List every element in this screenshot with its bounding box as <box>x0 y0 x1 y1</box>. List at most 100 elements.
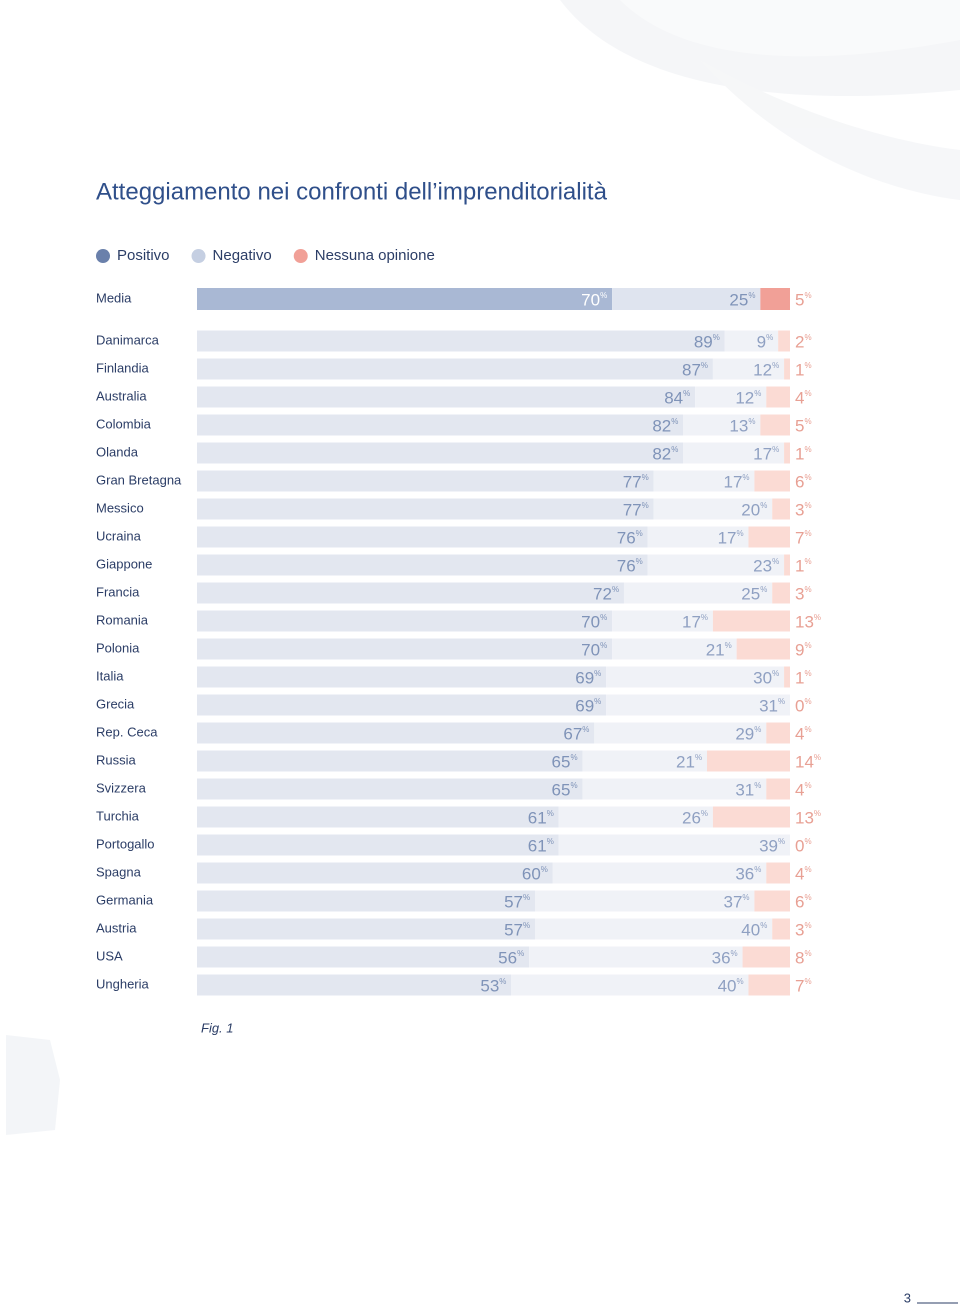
value-label: 67 <box>563 724 582 743</box>
value-label: 7 <box>795 976 804 995</box>
value-label: 76 <box>617 528 636 547</box>
value-unit: % <box>766 333 773 342</box>
value-label: 4 <box>795 388 804 407</box>
value-unit: % <box>748 291 755 300</box>
bar-segment <box>594 722 767 744</box>
value-label: 17 <box>753 444 772 463</box>
value-label: 2 <box>795 332 804 351</box>
value-unit: % <box>671 417 678 426</box>
value-label: 61 <box>528 836 547 855</box>
value-unit: % <box>742 893 749 902</box>
value-label: 69 <box>575 668 594 687</box>
legend-swatch <box>191 249 206 263</box>
value-label: 1 <box>795 360 804 379</box>
value-unit: % <box>760 585 767 594</box>
bar-segment <box>712 610 790 632</box>
value-unit: % <box>701 361 708 370</box>
bar-segment <box>197 638 613 660</box>
value-unit: % <box>754 725 761 734</box>
value-label: 13 <box>795 808 814 827</box>
value-label: 9 <box>795 640 804 659</box>
value-label: 61 <box>528 808 547 827</box>
bar-segment <box>197 442 684 464</box>
value-unit: % <box>499 977 506 986</box>
value-unit: % <box>547 809 554 818</box>
category-label: Ucraina <box>96 528 142 543</box>
value-unit: % <box>804 473 811 482</box>
value-label: 8 <box>795 948 804 967</box>
bar-segment <box>724 330 779 352</box>
value-unit: % <box>600 291 607 300</box>
value-label: 29 <box>735 724 754 743</box>
bar-segment <box>766 778 790 800</box>
category-label: Svizzera <box>96 780 147 795</box>
value-label: 3 <box>795 584 804 603</box>
value-unit: % <box>814 613 821 622</box>
bar-segment <box>653 470 755 492</box>
value-unit: % <box>642 473 649 482</box>
bar-segment <box>760 288 790 310</box>
value-unit: % <box>804 557 811 566</box>
category-label: Romania <box>96 612 149 627</box>
category-label: Portogallo <box>96 836 155 851</box>
bar-segment <box>647 526 749 548</box>
bar-segment <box>197 834 559 856</box>
value-label: 20 <box>741 500 760 519</box>
value-unit: % <box>804 669 811 678</box>
value-unit: % <box>523 893 530 902</box>
bar-segment <box>683 442 785 464</box>
bar-segment <box>742 946 790 968</box>
value-label: 25 <box>729 290 748 309</box>
value-label: 12 <box>753 360 772 379</box>
bar-segment <box>612 610 713 632</box>
category-label: Australia <box>96 388 147 403</box>
bar-segment <box>197 918 536 940</box>
value-unit: % <box>772 557 779 566</box>
value-label: 3 <box>795 920 804 939</box>
value-label: 77 <box>623 500 642 519</box>
value-unit: % <box>772 669 779 678</box>
bar-segment <box>197 974 512 996</box>
bar-segment <box>197 582 624 604</box>
value-unit: % <box>804 977 811 986</box>
value-unit: % <box>517 949 524 958</box>
category-label: Danimarca <box>96 332 160 347</box>
value-label: 30 <box>753 668 772 687</box>
bar-segment <box>623 582 773 604</box>
bar-segment <box>197 694 607 716</box>
value-unit: % <box>748 417 755 426</box>
value-label: 82 <box>652 444 671 463</box>
category-label: Francia <box>96 584 140 599</box>
category-label: Russia <box>96 752 137 767</box>
bar-segment <box>706 750 790 772</box>
category-label: Ungheria <box>96 976 150 991</box>
bar-segment <box>197 470 654 492</box>
value-unit: % <box>804 865 811 874</box>
value-label: 0 <box>795 696 804 715</box>
value-unit: % <box>804 501 811 510</box>
bar-segment <box>582 778 767 800</box>
category-label: Grecia <box>96 696 135 711</box>
category-label: Media <box>96 290 132 305</box>
value-label: 6 <box>795 892 804 911</box>
value-unit: % <box>804 445 811 454</box>
value-label: 82 <box>652 416 671 435</box>
value-unit: % <box>760 501 767 510</box>
legend-label: Nessuna opinione <box>315 247 435 264</box>
value-unit: % <box>778 697 785 706</box>
bar-segment <box>766 862 790 884</box>
value-unit: % <box>600 641 607 650</box>
value-unit: % <box>523 921 530 930</box>
value-unit: % <box>594 697 601 706</box>
bar-segment <box>197 722 595 744</box>
value-unit: % <box>804 417 811 426</box>
bar-segment <box>683 414 761 436</box>
value-unit: % <box>541 865 548 874</box>
value-unit: % <box>772 361 779 370</box>
bar-segment <box>760 414 790 436</box>
bar-segment <box>197 288 613 310</box>
value-unit: % <box>600 613 607 622</box>
category-label: Giappone <box>96 556 152 571</box>
value-label: 84 <box>664 388 683 407</box>
value-label: 21 <box>706 640 725 659</box>
